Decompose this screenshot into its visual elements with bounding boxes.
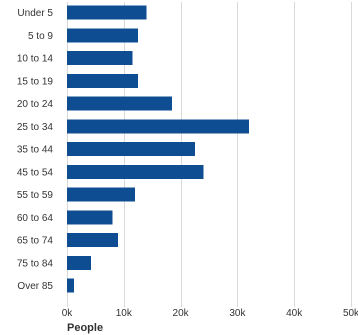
bar-under-5 — [67, 6, 147, 20]
category-label: 5 to 9 — [28, 31, 53, 42]
bar-over-85 — [67, 279, 74, 293]
bar-65-to-74 — [67, 233, 118, 247]
x-tick-labels: 0k 10k 20k 30k 40k 50k — [62, 308, 358, 319]
category-label: 35 to 44 — [17, 145, 54, 156]
bar-75-to-84 — [67, 256, 91, 270]
bar-60-to-64 — [67, 210, 112, 224]
category-labels: Under 5 5 to 9 10 to 14 15 to 19 20 to 24 25 … — [17, 8, 54, 292]
x-tick-label: 20k — [173, 308, 190, 319]
bar-55-to-59 — [67, 188, 135, 202]
category-label: 45 to 54 — [17, 167, 54, 178]
category-label: 10 to 14 — [17, 54, 54, 65]
x-tick-label: 10k — [116, 308, 133, 319]
category-label: 20 to 24 — [17, 99, 54, 110]
x-axis-title: People — [67, 322, 103, 334]
bar-35-to-44 — [67, 142, 195, 156]
category-label: 55 to 59 — [17, 190, 54, 201]
bar-5-to-9 — [67, 28, 138, 42]
x-tick-label: 0k — [62, 308, 74, 319]
x-tick-label: 30k — [229, 308, 246, 319]
category-label: 75 to 84 — [17, 258, 54, 269]
category-label: 15 to 19 — [17, 76, 54, 87]
category-label: 60 to 64 — [17, 213, 54, 224]
x-tick-label: 50k — [343, 308, 358, 319]
bar-15-to-19 — [67, 74, 138, 88]
x-tick-label: 40k — [286, 308, 303, 319]
bar-20-to-24 — [67, 97, 172, 111]
category-label: 25 to 34 — [17, 122, 54, 133]
bars — [67, 6, 249, 293]
category-label: 65 to 74 — [17, 236, 54, 247]
bar-45-to-54 — [67, 165, 203, 179]
category-label: Over 85 — [17, 281, 53, 292]
bar-10-to-14 — [67, 51, 132, 65]
category-label: Under 5 — [17, 8, 53, 19]
bar-25-to-34 — [67, 119, 249, 133]
